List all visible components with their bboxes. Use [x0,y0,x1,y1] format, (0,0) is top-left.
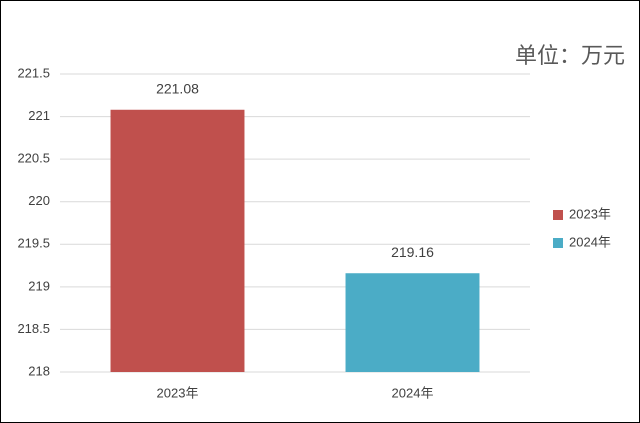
data-label: 219.16 [391,244,434,260]
legend-label: 2023年 [569,206,611,221]
y-tick-label: 219 [28,278,50,293]
data-label: 221.08 [156,80,199,96]
legend-swatch [553,238,563,248]
bar [110,109,245,372]
y-tick-label: 220 [28,193,50,208]
legend-label: 2024年 [569,234,611,249]
x-tick-label: 2024年 [392,385,434,400]
bar [345,273,480,372]
y-tick-label: 218.5 [17,321,50,336]
x-tick-label: 2023年 [157,385,199,400]
y-tick-label: 221 [28,108,50,123]
legend-swatch [553,210,563,220]
y-tick-label: 219.5 [17,236,50,251]
unit-label: 单位：万元 [515,43,625,68]
y-tick-label: 218 [28,363,50,378]
y-tick-label: 221.5 [17,65,50,80]
y-tick-label: 220.5 [17,151,50,166]
